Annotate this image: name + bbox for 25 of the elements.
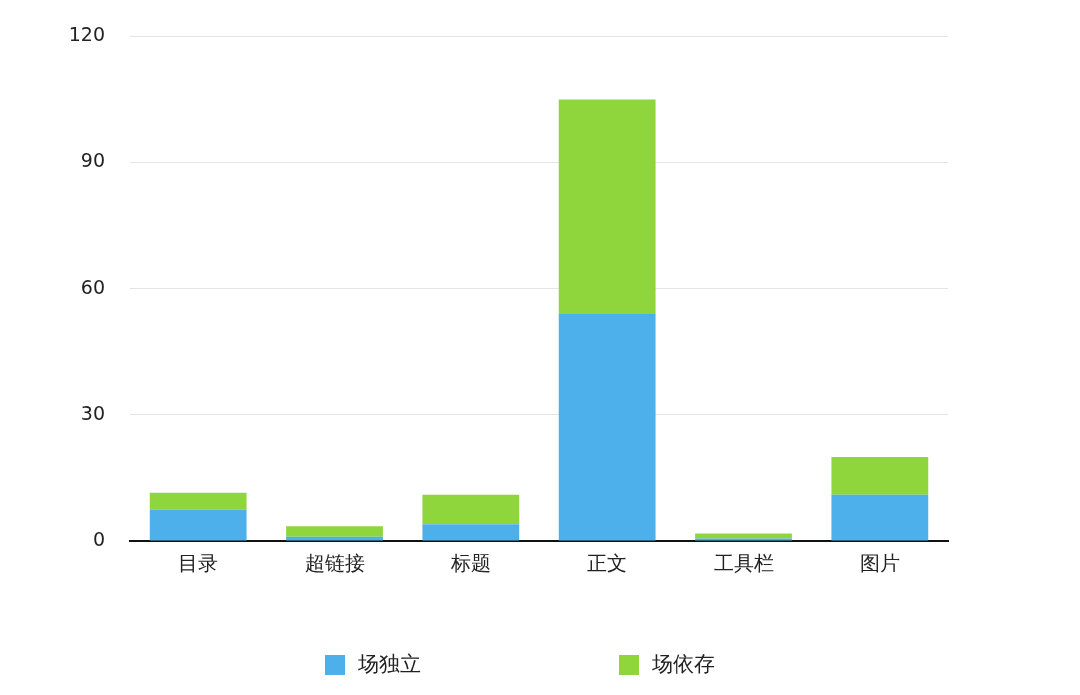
y-tick-label: 120 — [68, 23, 105, 46]
bar — [695, 538, 792, 541]
bar — [695, 533, 792, 539]
x-tick-label: 工具栏 — [713, 551, 774, 576]
bar — [422, 494, 520, 525]
y-tick-label: 0 — [92, 527, 105, 550]
x-tick-label: 超链接 — [304, 551, 365, 576]
bar — [286, 536, 383, 541]
bar — [558, 313, 656, 541]
bar — [422, 524, 520, 541]
y-tick-label: 60 — [80, 275, 105, 298]
x-tick-label: 正文 — [587, 551, 628, 576]
bar — [831, 456, 929, 495]
bar — [831, 494, 929, 541]
x-tick-label: 目录 — [178, 551, 219, 576]
bar — [149, 492, 247, 510]
x-tick-label: 标题 — [449, 551, 491, 576]
bar — [286, 526, 383, 537]
y-tick-label: 90 — [80, 149, 105, 172]
bar — [558, 99, 656, 314]
y-tick-label: 30 — [80, 401, 105, 424]
bar — [149, 509, 247, 541]
x-tick-label: 图片 — [859, 551, 900, 576]
legend-label: 场依存 — [651, 652, 715, 677]
legend-label: 场独立 — [357, 652, 421, 677]
